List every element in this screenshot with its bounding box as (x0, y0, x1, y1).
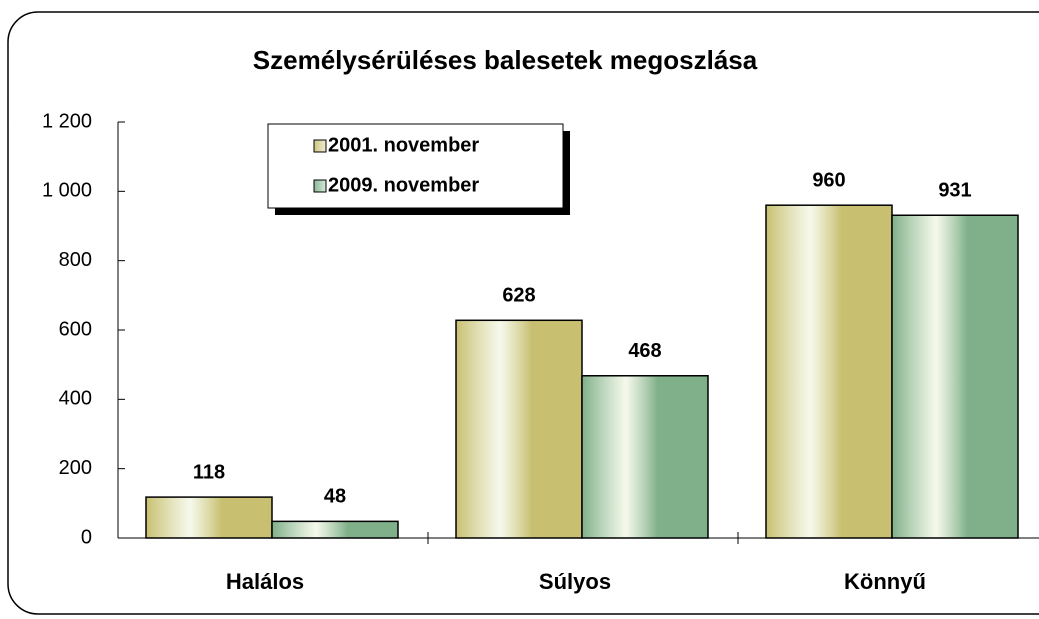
bar (891, 214, 1019, 539)
y-tick-label: 400 (59, 388, 92, 410)
legend (267, 123, 564, 209)
data-label: 960 (812, 169, 845, 191)
bar (455, 319, 583, 539)
bar (145, 496, 273, 539)
y-tick-label: 1 000 (42, 180, 92, 202)
data-label: 931 (938, 180, 971, 202)
bar (765, 204, 893, 539)
legend-swatch (313, 139, 327, 153)
data-label: 118 (193, 461, 225, 483)
x-tick-label: Könnyű (844, 569, 926, 594)
chart-title: Személysérüléses balesetek megoszlása (253, 45, 758, 75)
y-tick-label: 1 200 (42, 110, 92, 132)
y-tick-label: 600 (59, 318, 92, 340)
legend-label: 2009. november (328, 174, 479, 196)
y-tick-label: 200 (59, 457, 92, 479)
legend-label: 2001. november (328, 134, 479, 156)
data-label: 628 (502, 285, 535, 307)
y-tick-label: 0 (81, 526, 92, 548)
y-tick-label: 800 (59, 249, 92, 271)
bar (271, 520, 399, 539)
legend-swatch (313, 179, 327, 193)
bar (581, 375, 709, 539)
x-tick-label: Súlyos (539, 569, 611, 594)
data-label: 468 (628, 340, 661, 362)
data-label: 48 (324, 486, 346, 508)
x-tick-label: Halálos (226, 569, 304, 594)
